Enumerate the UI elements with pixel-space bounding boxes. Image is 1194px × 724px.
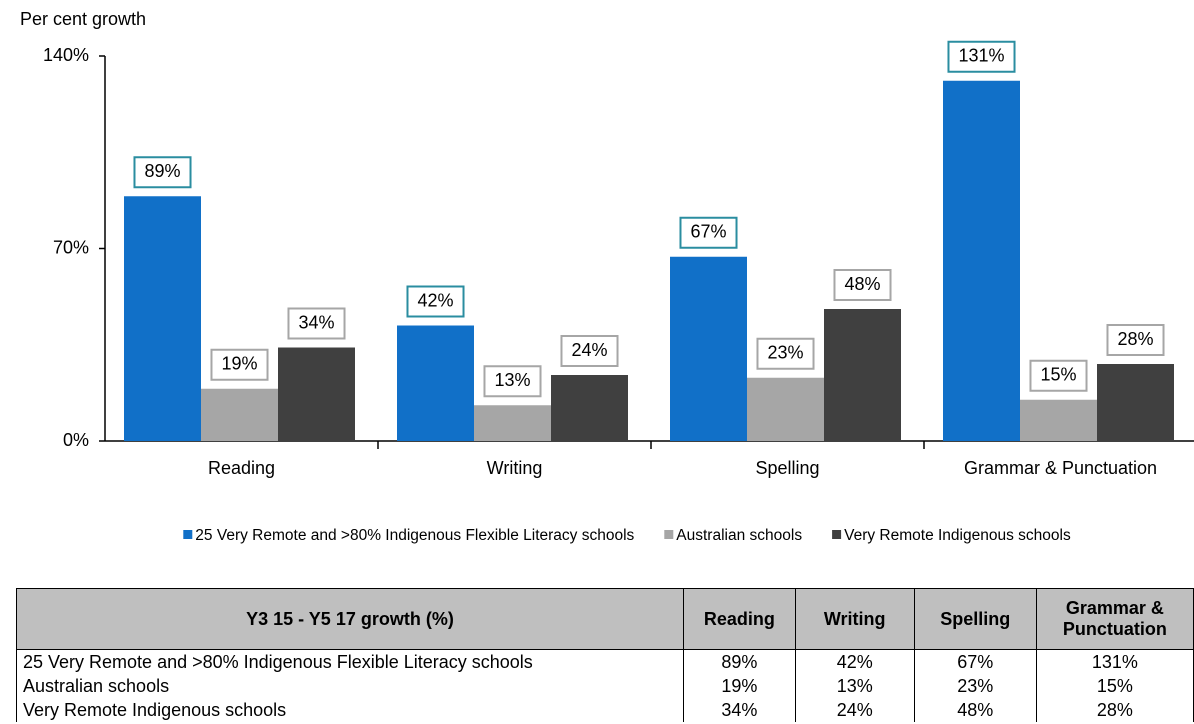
- bar: [551, 375, 628, 441]
- value-label: 34%: [298, 312, 334, 332]
- bar: [1097, 364, 1174, 441]
- row-label: Very Remote Indigenous schools: [16, 698, 684, 722]
- value-label: 13%: [494, 370, 530, 390]
- bar: [1020, 399, 1097, 441]
- value-label: 19%: [221, 354, 257, 374]
- table-row: Australian schools 19% 13% 23% 15%: [16, 674, 1194, 698]
- y-tick-label: 140%: [43, 45, 89, 65]
- bar: [397, 325, 474, 441]
- table-row: 25 Very Remote and >80% Indigenous Flexi…: [16, 649, 1194, 674]
- value-label: 23%: [767, 343, 803, 363]
- value-cell: 42%: [794, 649, 915, 674]
- value-cell: 34%: [682, 698, 796, 722]
- legend-label: 25 Very Remote and >80% Indigenous Flexi…: [195, 527, 634, 544]
- header-row: Y3 15 - Y5 17 growth (%) Reading Writing Sp…: [16, 588, 1194, 650]
- value-cell: 19%: [682, 674, 796, 698]
- bar: [943, 80, 1020, 441]
- value-label-box: [1106, 324, 1165, 356]
- value-cell: 15%: [1035, 674, 1194, 698]
- table-row: Very Remote Indigenous schools 34% 24% 48% 2…: [16, 698, 1194, 722]
- bar: [474, 405, 551, 441]
- value-label: 28%: [1117, 329, 1153, 349]
- value-label-box: [947, 40, 1016, 73]
- column-header: Reading: [682, 588, 796, 650]
- value-label-box: [679, 216, 738, 249]
- legend-swatch: [183, 530, 193, 539]
- bar: [824, 309, 901, 441]
- value-cell: 28%: [1035, 698, 1194, 722]
- x-tick-label: Reading: [208, 458, 275, 478]
- bar: [201, 388, 278, 441]
- column-header: Y3 15 - Y5 17 growth (%): [16, 588, 684, 650]
- chart: Per cent growth 0% 70% 140% Reading 89% 19% 34…: [20, 9, 1194, 544]
- value-cell: 131%: [1035, 649, 1194, 674]
- value-label: 15%: [1040, 365, 1076, 385]
- value-label-box: [833, 269, 892, 301]
- value-cell: 23%: [913, 674, 1037, 698]
- value-label-box: [756, 337, 815, 370]
- bar: [278, 347, 355, 441]
- legend-swatch: [832, 530, 842, 539]
- value-label: 131%: [958, 46, 1004, 66]
- value-label: 24%: [571, 340, 607, 360]
- value-label-box: [133, 156, 192, 189]
- value-label-box: [287, 307, 346, 340]
- bar: [124, 196, 201, 441]
- x-tick-label: Grammar & Punctuation: [964, 458, 1157, 478]
- value-cell: 24%: [794, 698, 915, 722]
- legend-label: Very Remote Indigenous schools: [844, 527, 1071, 544]
- value-label: 48%: [844, 274, 880, 294]
- value-label-box: [210, 348, 269, 381]
- value-label: 89%: [144, 161, 180, 181]
- value-label-box: [406, 285, 465, 318]
- value-cell: 67%: [913, 649, 1037, 674]
- row-label: Australian schools: [16, 674, 684, 698]
- value-cell: 13%: [794, 674, 915, 698]
- value-label-box: [483, 365, 542, 398]
- column-header: Writing: [794, 588, 915, 650]
- legend-label: Australian schools: [676, 527, 802, 544]
- y-tick-label: 0%: [63, 430, 89, 450]
- value-cell: 48%: [913, 698, 1037, 722]
- y-axis-label: Per cent growth: [20, 9, 146, 29]
- bar: [747, 377, 824, 441]
- y-tick-label: 70%: [53, 237, 89, 257]
- x-tick-label: Writing: [487, 458, 543, 478]
- bar: [670, 256, 747, 441]
- value-label: 67%: [690, 222, 726, 242]
- column-header: Grammar & Punctuation: [1035, 588, 1194, 650]
- value-cell: 89%: [682, 649, 796, 674]
- value-label: 42%: [417, 290, 453, 310]
- column-header: Spelling: [913, 588, 1037, 650]
- x-tick-label: Spelling: [755, 458, 819, 478]
- legend-swatch: [664, 530, 674, 539]
- data-table: Y3 15 - Y5 17 growth (%) Reading Writing Sp…: [16, 588, 1194, 722]
- row-label: 25 Very Remote and >80% Indigenous Flexi…: [16, 649, 684, 674]
- value-label-box: [1029, 359, 1088, 392]
- value-label-box: [560, 335, 619, 367]
